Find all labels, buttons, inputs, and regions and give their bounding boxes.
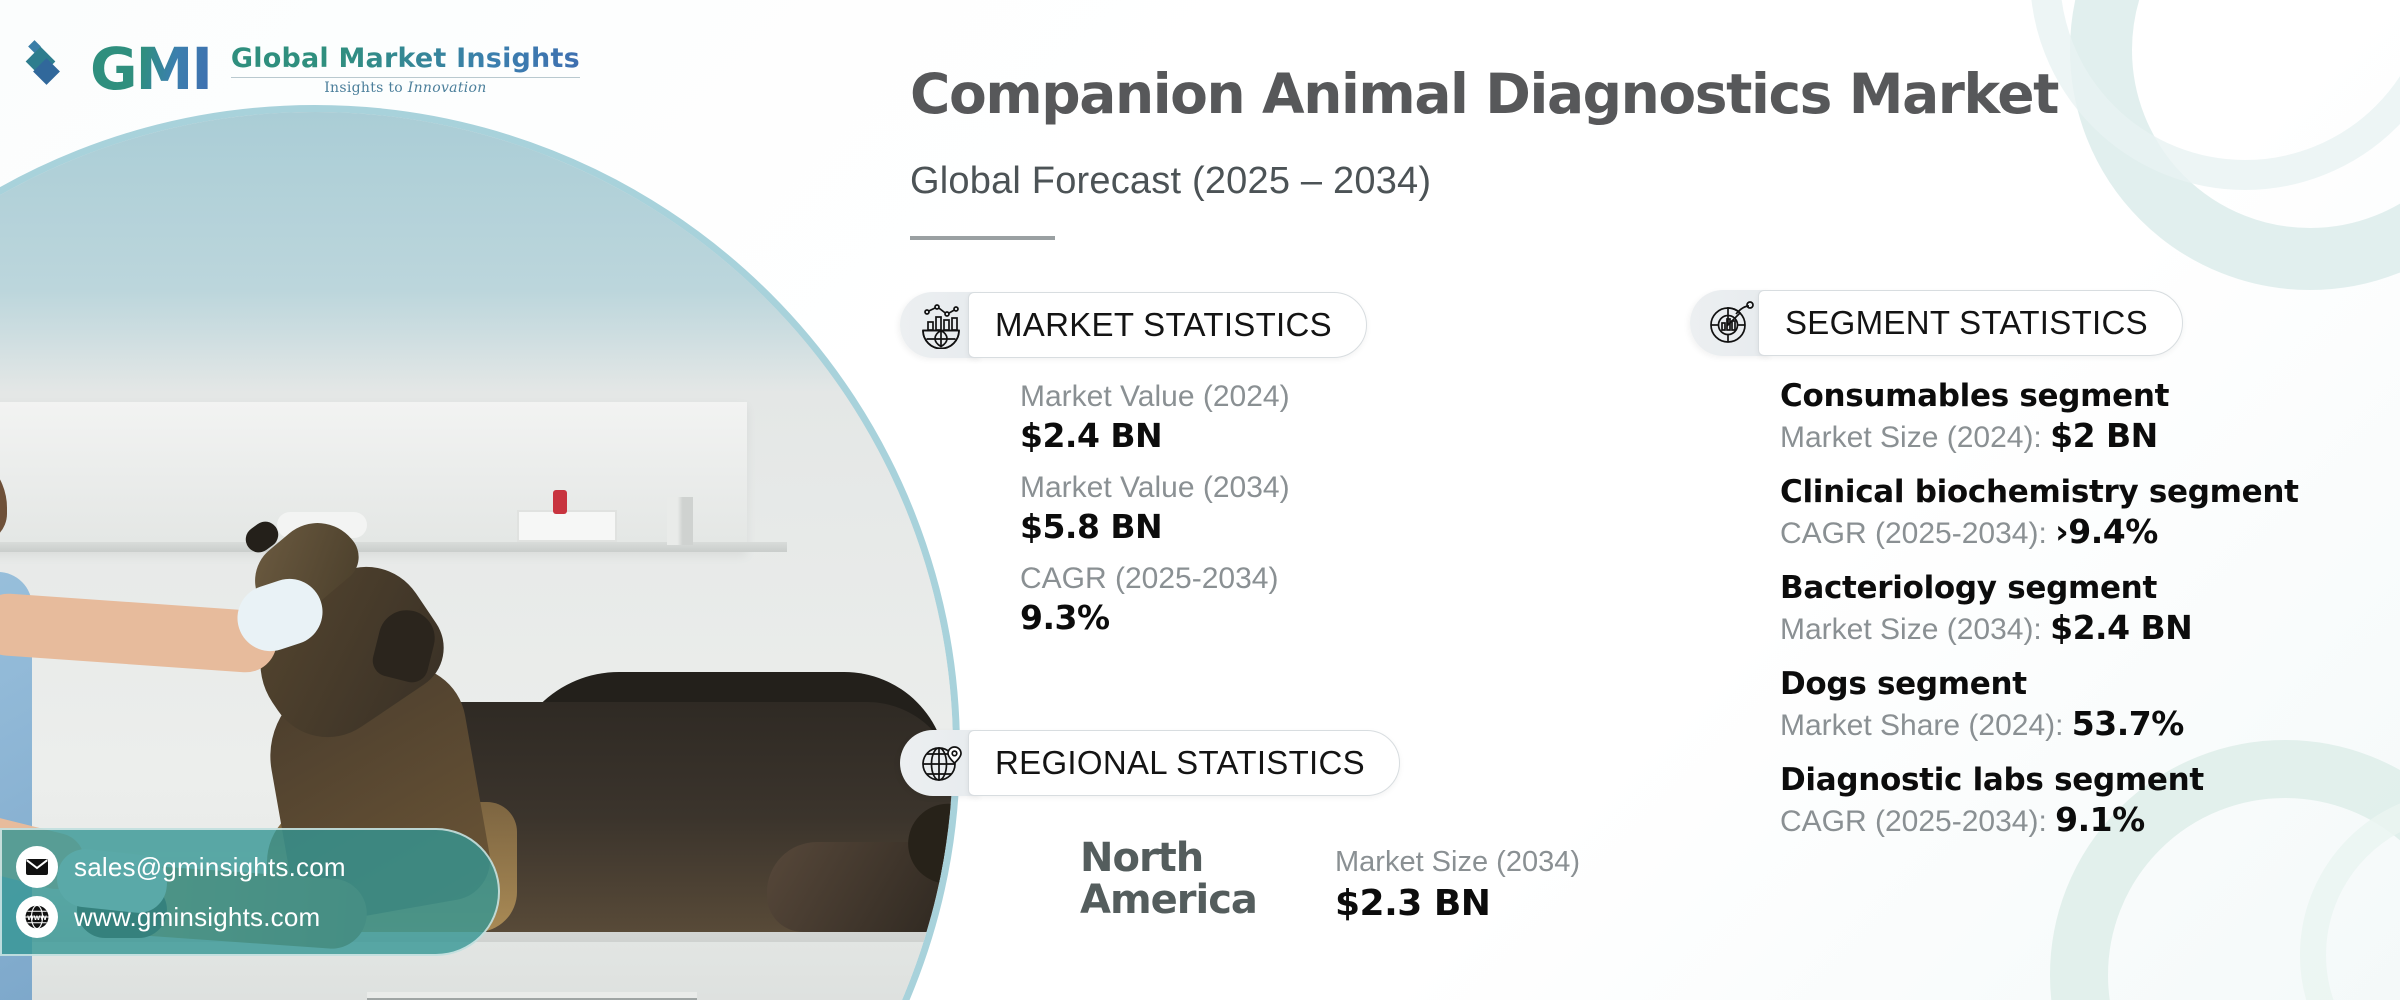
segment-title: Clinical biochemistry segment — [1780, 474, 2299, 510]
regional-metric-value: $2.3 BN — [1335, 883, 1491, 924]
segment-statistics-header: SEGMENT STATISTICS — [1690, 290, 2183, 356]
envelope-icon — [16, 846, 58, 888]
segment-item: Consumables segment Market Size (2024): … — [1780, 378, 2299, 455]
regional-metric-label: Market Size (2034) — [1335, 846, 1580, 878]
market-statistics-list: Market Value (2024) $2.4 BN Market Value… — [1020, 380, 1290, 653]
segment-metric: Market Share (2024): 53.7% — [1780, 704, 2184, 743]
market-stat-label: Market Value (2034) — [1020, 471, 1290, 504]
regional-statistics-body: North America Market Size (2034) $2.3 BN — [1080, 835, 1580, 924]
segment-statistics-list: Consumables segment Market Size (2024): … — [1780, 378, 2299, 858]
regional-statistics-pill: REGIONAL STATISTICS — [968, 730, 1400, 796]
regional-region-name: North America — [1080, 835, 1258, 923]
segment-title: Consumables segment — [1780, 378, 2170, 414]
market-statistics-header: MARKET STATISTICS — [900, 292, 1367, 358]
market-stat-value: 9.3% — [1020, 598, 1110, 637]
regional-statistics-heading: REGIONAL STATISTICS — [995, 744, 1365, 781]
www-globe-icon: WWW — [16, 896, 58, 938]
contact-website-text: www.gminsights.com — [74, 901, 321, 932]
logo-divider — [230, 76, 580, 78]
market-stat-row: Market Value (2034) $5.8 BN — [1020, 471, 1290, 546]
segment-item: Dogs segment Market Share (2024): 53.7% — [1780, 666, 2299, 743]
contact-email-text: sales@gminsights.com — [74, 851, 346, 882]
regional-statistics-header: REGIONAL STATISTICS — [900, 730, 1400, 796]
svg-text:WWW: WWW — [27, 915, 47, 922]
contact-website-row[interactable]: WWW www.gminsights.com — [16, 896, 498, 938]
segment-metric: CAGR (2025-2034): ›9.4% — [1780, 512, 2158, 551]
market-statistics-heading: MARKET STATISTICS — [995, 306, 1332, 343]
market-stat-value: $5.8 BN — [1020, 507, 1163, 546]
segment-title: Bacteriology segment — [1780, 570, 2157, 606]
market-stat-value: $2.4 BN — [1020, 416, 1163, 455]
segment-metric: Market Size (2034): $2.4 BN — [1780, 608, 2193, 647]
segment-title: Dogs segment — [1780, 666, 2027, 702]
market-stat-row: Market Value (2024) $2.4 BN — [1020, 380, 1290, 455]
company-tagline: Insights to Innovation — [324, 79, 487, 96]
segment-title: Diagnostic labs segment — [1780, 762, 2204, 798]
segment-item: Clinical biochemistry segment CAGR (2025… — [1780, 474, 2299, 551]
segment-statistics-heading: SEGMENT STATISTICS — [1785, 304, 2148, 341]
gmi-logo-letters: GMI — [90, 35, 213, 103]
page-subtitle: Global Forecast (2025 – 2034) — [910, 160, 1432, 202]
market-stat-row: CAGR (2025-2034) 9.3% — [1020, 562, 1290, 637]
market-statistics-pill: MARKET STATISTICS — [968, 292, 1367, 358]
segment-item: Bacteriology segment Market Size (2034):… — [1780, 570, 2299, 647]
segment-item: Diagnostic labs segment CAGR (2025-2034)… — [1780, 762, 2299, 839]
segment-metric: CAGR (2025-2034): 9.1% — [1780, 800, 2145, 839]
title-underline — [910, 236, 1055, 240]
market-stat-label: Market Value (2024) — [1020, 380, 1290, 413]
gmi-logo[interactable]: GMI Global Market Insights Insights to I… — [25, 35, 580, 103]
company-name: Global Market Insights — [230, 42, 580, 74]
segment-statistics-pill: SEGMENT STATISTICS — [1758, 290, 2183, 356]
contact-email-row[interactable]: sales@gminsights.com — [16, 846, 498, 888]
segment-metric: Market Size (2024): $2 BN — [1780, 416, 2158, 455]
gmi-diamond-mark-icon — [25, 40, 76, 97]
page-title: Companion Animal Diagnostics Market — [910, 62, 2059, 126]
contact-panel: sales@gminsights.com WWW www.gminsights.… — [0, 828, 500, 956]
market-stat-label: CAGR (2025-2034) — [1020, 562, 1279, 595]
